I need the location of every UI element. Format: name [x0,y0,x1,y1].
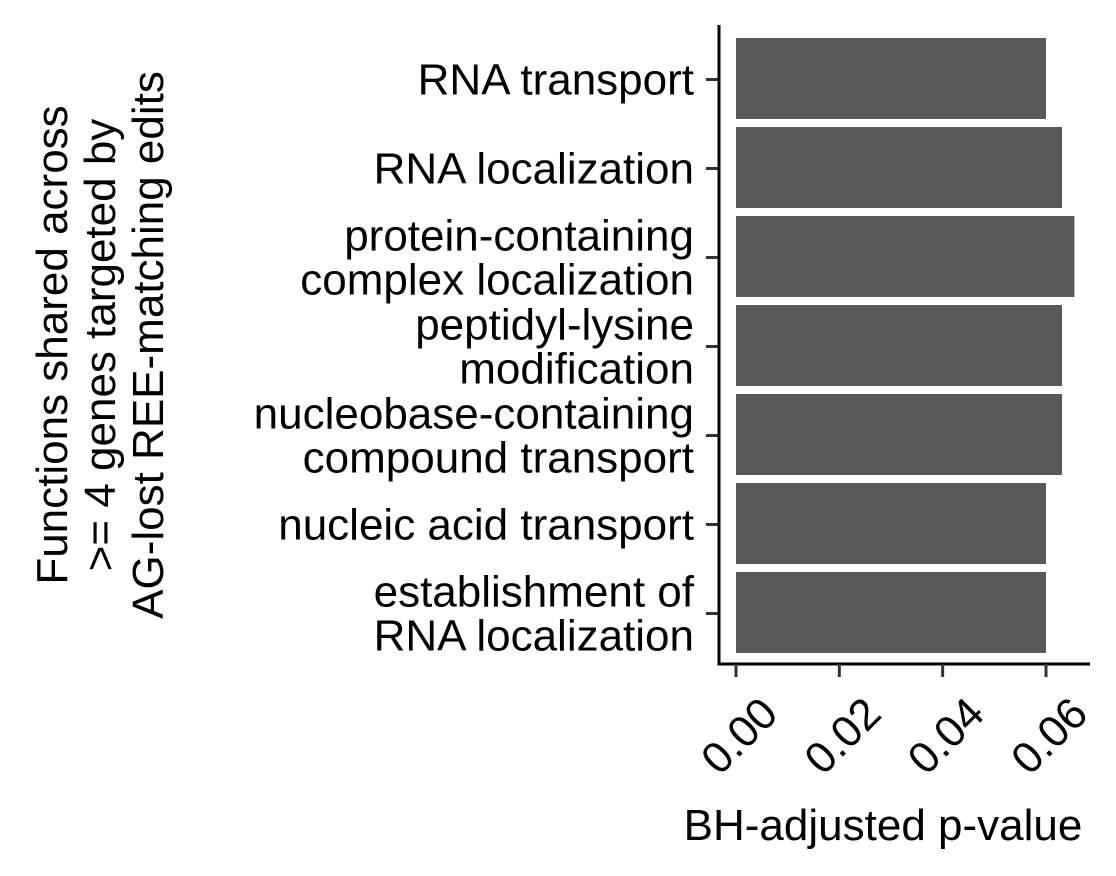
bar [736,216,1075,297]
category-label: protein-containing complex localization [300,212,694,305]
category-label: establishment of RNA localization [374,568,695,661]
category-label: nucleic acid transport [278,501,694,550]
x-axis-ticks: 0.00 0.02 0.04 0.06 [692,664,1097,784]
x-tick-label: 0.00 [692,688,787,783]
x-tick-label: 0.06 [1002,688,1097,783]
x-tick-label: 0.04 [899,688,994,783]
bar [736,483,1046,564]
x-axis-title: BH-adjusted p-value [684,801,1083,850]
y-axis-title-line: Functions shared across [28,105,77,584]
bar [736,38,1046,119]
bar [736,305,1063,386]
category-label: peptidyl-lysine modification [415,301,694,394]
bar [736,127,1063,208]
bars-group [736,38,1075,653]
bar [736,394,1063,475]
bar [736,572,1046,653]
category-labels: RNA transport RNA localization protein-con… [254,56,695,661]
category-label: nucleobase-containing compound transport [254,390,694,483]
x-tick-label: 0.02 [795,688,890,783]
y-axis-ticks [706,78,719,615]
y-axis-title: Functions shared across >= 4 genes target… [28,71,173,619]
category-label: RNA transport [418,56,694,105]
y-axis-title-line: >= 4 genes targeted by [76,119,125,572]
y-axis-title-line: AG-lost REE-matching edits [124,71,173,619]
category-label: RNA localization [374,145,694,194]
